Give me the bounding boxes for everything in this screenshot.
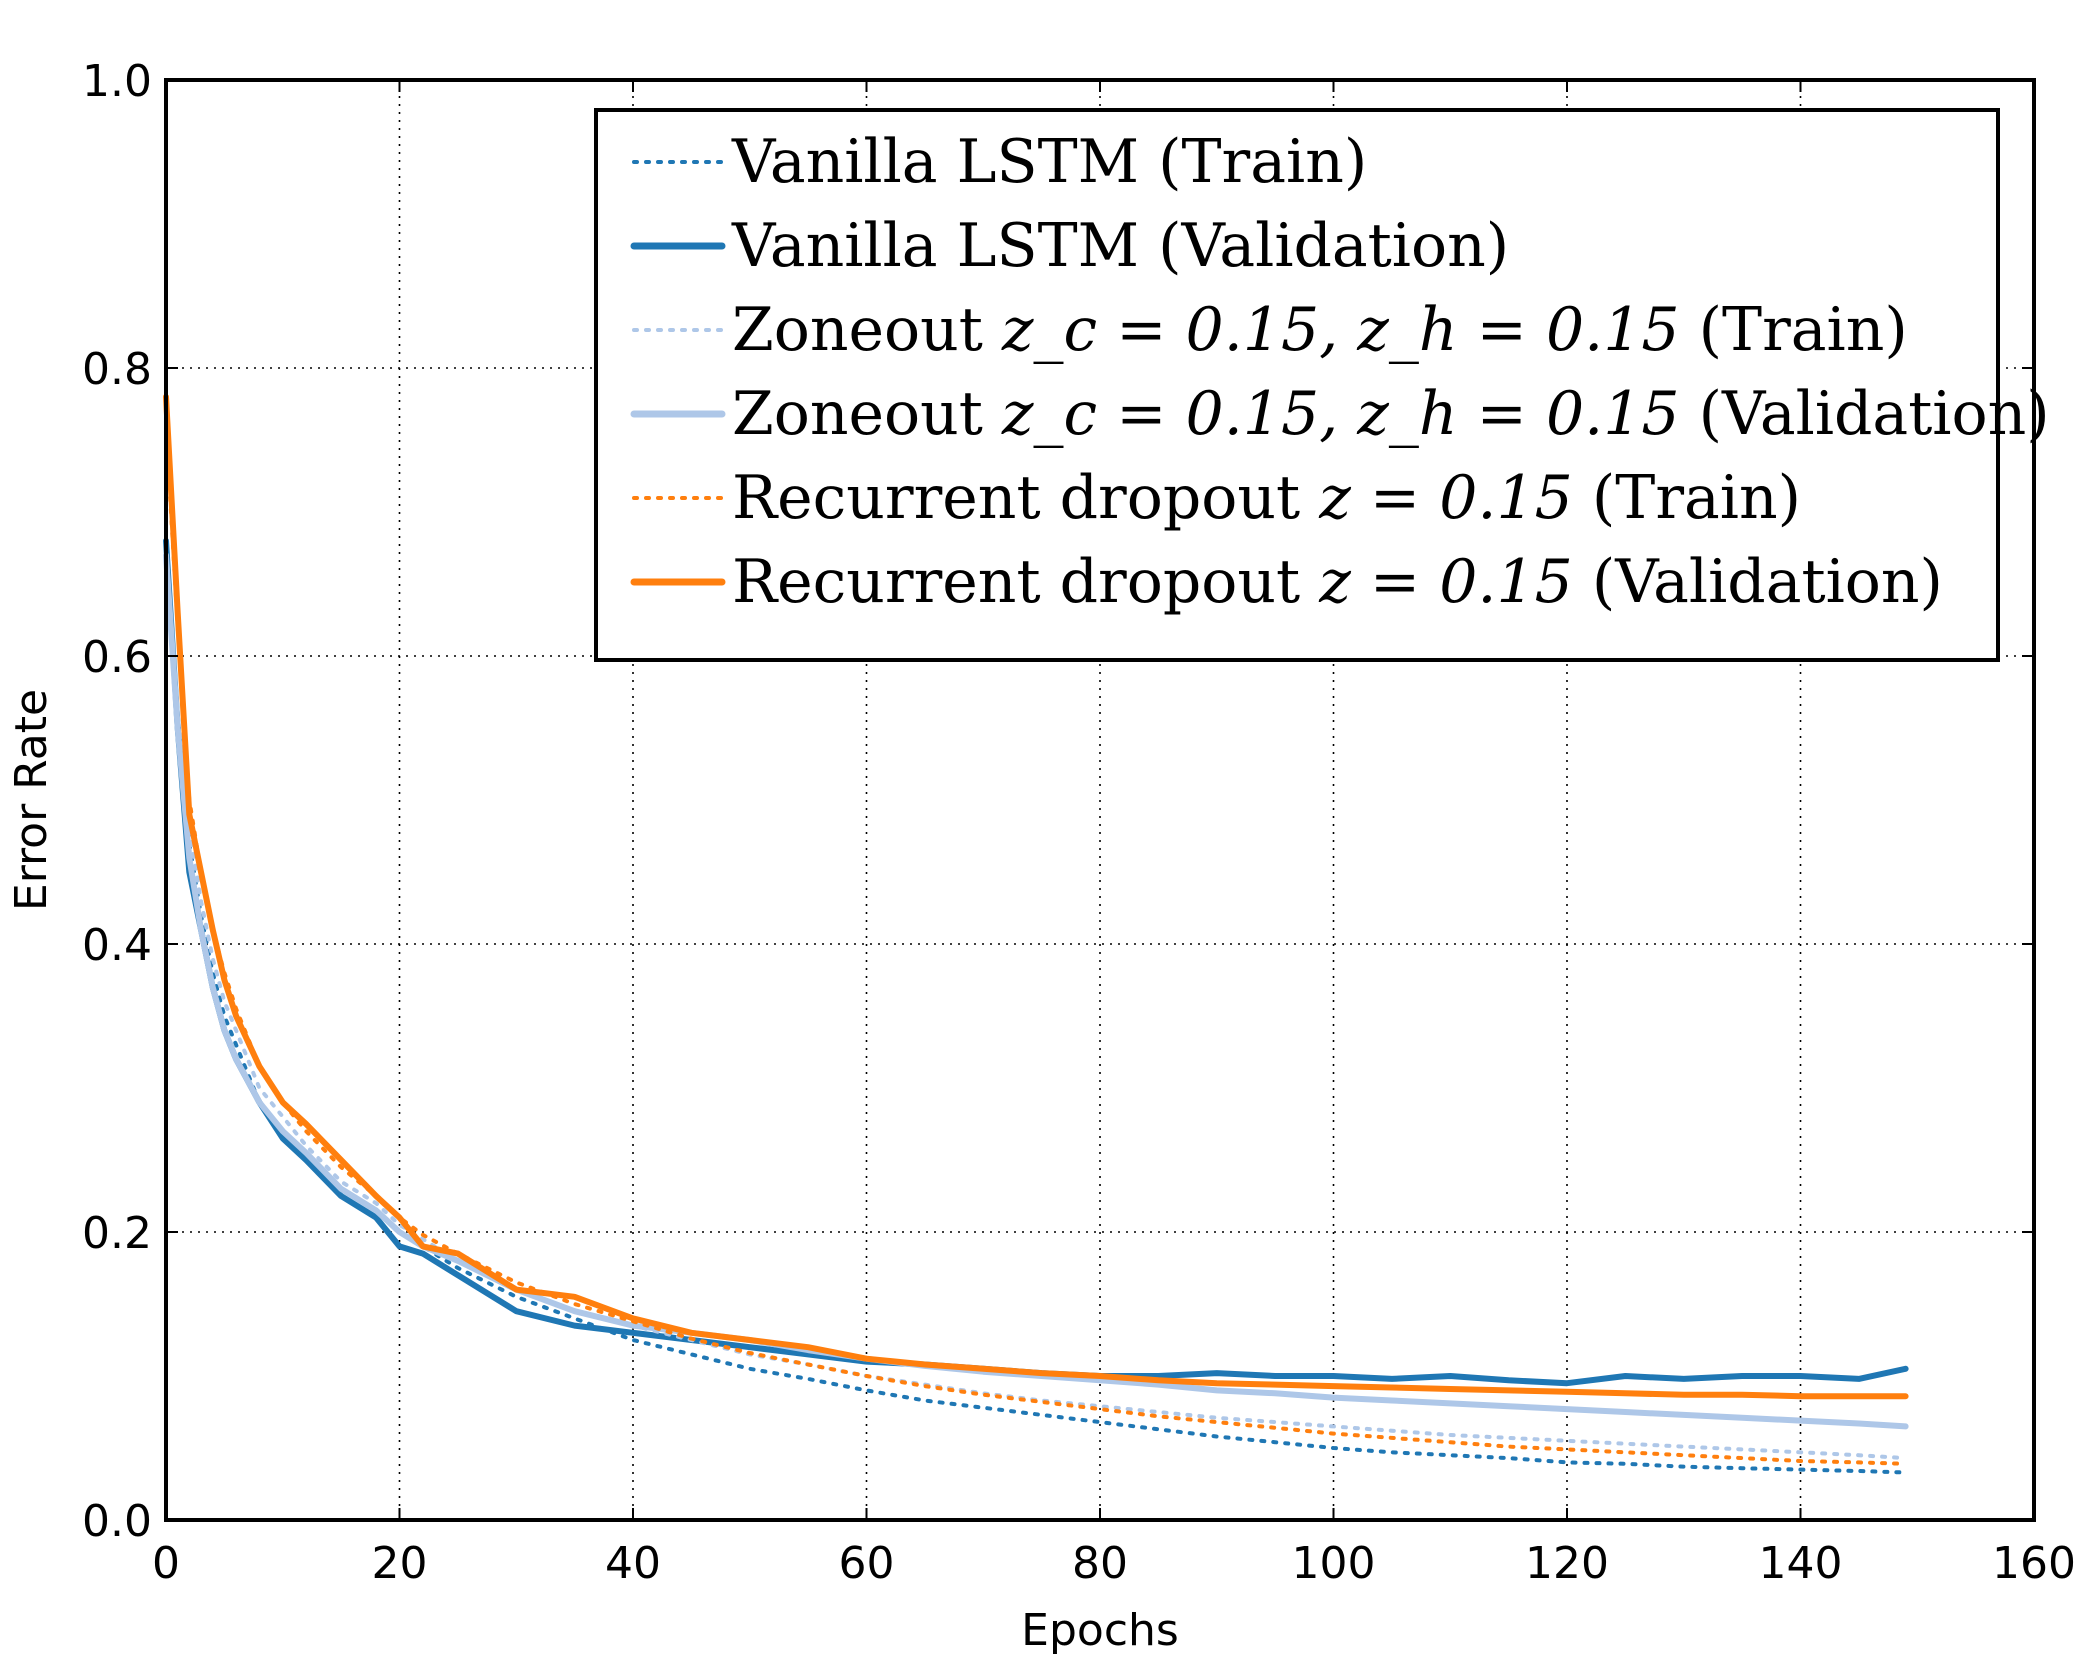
legend-label-math: z_c = 0.15, z_h = 0.15 (1001, 379, 1680, 449)
legend: Vanilla LSTM (Train) Vanilla LSTM (Valida… (594, 108, 2050, 662)
series-line-1 (164, 567, 1908, 1475)
legend-box (594, 108, 2000, 662)
legend-label-text: Zoneout (732, 379, 1002, 449)
legend-label-3: Zoneout z_c = 0.15, z_h = 0.15 (Train) (732, 295, 1908, 365)
y-axis-title: Error Rate (6, 689, 57, 911)
legend-label-suffix: (Validation) (1680, 379, 2050, 449)
legend-label-suffix: (Validation) (1573, 547, 1943, 617)
series-line-3 (164, 553, 1908, 1461)
legend-label-text: Recurrent dropout (732, 463, 1319, 533)
legend-label-text: Zoneout (732, 295, 1002, 365)
legend-label-1: Vanilla LSTM (Train) (731, 127, 1367, 197)
legend-label-2: Vanilla LSTM (Validation) (731, 211, 1509, 281)
series-lines (163, 393, 1909, 1475)
x-tick-label: 120 (1525, 1538, 1609, 1589)
legend-label-text: Vanilla LSTM (Train) (731, 127, 1367, 197)
legend-label-5: Recurrent dropout z = 0.15 (Train) (732, 463, 1801, 533)
axis-ticks: 0 20 40 60 80 100 120 140 160 0.0 0.2 0.4 0.6 0.8 1.0 (82, 56, 2076, 1589)
x-tick-label: 60 (839, 1538, 895, 1589)
legend-label-6: Recurrent dropout z = 0.15 (Validation) (732, 547, 1943, 617)
y-tick-label: 0.6 (82, 632, 152, 683)
legend-label-suffix: (Train) (1680, 295, 1908, 365)
series-line-6 (163, 393, 1909, 1400)
y-tick-label: 0.8 (82, 344, 152, 395)
legend-label-math: z = 0.15 (1318, 547, 1573, 617)
legend-label-text: Vanilla LSTM (Validation) (731, 211, 1509, 281)
legend-label-4: Zoneout z_c = 0.15, z_h = 0.15 (Validati… (732, 379, 2050, 449)
x-tick-label: 20 (372, 1538, 428, 1589)
x-tick-label: 0 (152, 1538, 180, 1589)
x-axis-title: Epochs (1021, 1605, 1179, 1656)
y-tick-label: 0.2 (82, 1208, 152, 1259)
y-tick-label: 0.0 (82, 1496, 152, 1547)
x-tick-label: 80 (1072, 1538, 1128, 1589)
x-tick-label: 140 (1759, 1538, 1843, 1589)
legend-label-text: Recurrent dropout (732, 547, 1319, 617)
legend-label-suffix: (Train) (1573, 463, 1801, 533)
legend-label-math: z_c = 0.15, z_h = 0.15 (1001, 295, 1680, 365)
x-tick-label: 100 (1292, 1538, 1376, 1589)
legend-label-math: z = 0.15 (1318, 463, 1573, 533)
series-line-5 (164, 423, 1908, 1466)
x-tick-label: 160 (1992, 1538, 2076, 1589)
y-tick-label: 1.0 (82, 56, 152, 107)
x-tick-label: 40 (605, 1538, 661, 1589)
y-tick-label: 0.4 (82, 920, 152, 971)
